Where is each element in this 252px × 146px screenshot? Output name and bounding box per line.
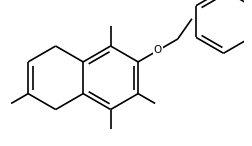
Text: O: O xyxy=(153,45,161,55)
